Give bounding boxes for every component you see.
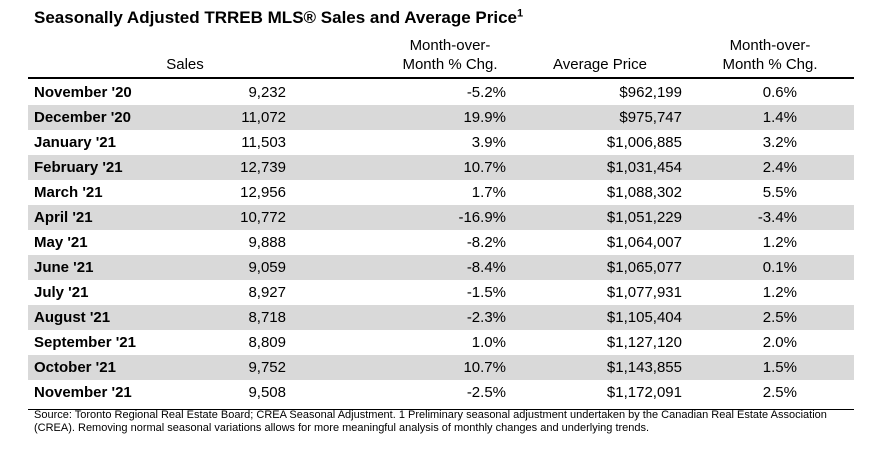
cell-sales-mom-change: -2.5%	[298, 380, 518, 405]
cell-price-mom-change: 2.4%	[688, 155, 854, 180]
cell-month: May '21	[28, 230, 208, 255]
cell-sales: 12,739	[208, 155, 298, 180]
cell-sales: 10,772	[208, 205, 298, 230]
header-price-mom-line1: Month-over-	[729, 37, 811, 54]
table-row: August '21 8,718 -2.3% $1,105,404 2.5%	[28, 305, 854, 330]
title-footnote-marker: 1	[517, 7, 524, 20]
table-row: June '21 9,059 -8.4% $1,065,077 0.1%	[28, 255, 854, 280]
cell-average-price: $1,088,302	[518, 180, 688, 205]
cell-month: October '21	[28, 355, 208, 380]
cell-price-mom-change: 0.1%	[688, 255, 854, 280]
cell-price-mom-change: 1.5%	[688, 355, 854, 380]
cell-sales-mom-change: 10.7%	[298, 355, 518, 380]
table-row: February '21 12,739 10.7% $1,031,454 2.4%	[28, 155, 854, 180]
cell-sales-mom-change: -8.2%	[298, 230, 518, 255]
cell-sales-mom-change: -16.9%	[298, 205, 518, 230]
cell-average-price: $1,006,885	[518, 130, 688, 155]
sales-price-table: November '20 9,232 -5.2% $962,199 0.6% Decemb…	[28, 80, 854, 405]
cell-sales: 9,508	[208, 380, 298, 405]
table-row: January '21 11,503 3.9% $1,006,885 3.2%	[28, 130, 854, 155]
cell-sales-mom-change: 19.9%	[298, 105, 518, 130]
cell-price-mom-change: 1.4%	[688, 105, 854, 130]
cell-month: June '21	[28, 255, 208, 280]
title-text: Seasonally Adjusted TRREB MLS® Sales and…	[34, 8, 518, 27]
cell-price-mom-change: 1.2%	[688, 280, 854, 305]
cell-sales-mom-change: 1.0%	[298, 330, 518, 355]
source-footnote: Source: Toronto Regional Real Estate Boa…	[34, 409, 827, 434]
cell-sales-mom-change: -5.2%	[298, 80, 518, 105]
cell-price-mom-change: 2.5%	[688, 305, 854, 330]
header-sales: Sales	[166, 56, 204, 73]
header-rule	[28, 77, 854, 79]
cell-average-price: $1,127,120	[518, 330, 688, 355]
table-row: July '21 8,927 -1.5% $1,077,931 1.2%	[28, 280, 854, 305]
cell-sales-mom-change: -2.3%	[298, 305, 518, 330]
table-title: Seasonally Adjusted TRREB MLS® Sales and…	[34, 8, 523, 28]
table-row: April '21 10,772 -16.9% $1,051,229 -3.4%	[28, 205, 854, 230]
cell-month: September '21	[28, 330, 208, 355]
cell-sales: 8,927	[208, 280, 298, 305]
table-body: November '20 9,232 -5.2% $962,199 0.6% Decemb…	[28, 80, 854, 405]
cell-price-mom-change: 2.0%	[688, 330, 854, 355]
cell-sales-mom-change: 1.7%	[298, 180, 518, 205]
table-row: November '20 9,232 -5.2% $962,199 0.6%	[28, 80, 854, 105]
cell-month: November '21	[28, 380, 208, 405]
cell-month: August '21	[28, 305, 208, 330]
cell-sales-mom-change: 3.9%	[298, 130, 518, 155]
cell-average-price: $1,065,077	[518, 255, 688, 280]
cell-sales: 8,809	[208, 330, 298, 355]
cell-average-price: $1,031,454	[518, 155, 688, 180]
cell-average-price: $1,105,404	[518, 305, 688, 330]
cell-price-mom-change: 5.5%	[688, 180, 854, 205]
cell-average-price: $1,172,091	[518, 380, 688, 405]
cell-average-price: $1,064,007	[518, 230, 688, 255]
header-sales-mom-line2: Month % Chg.	[402, 56, 498, 73]
cell-price-mom-change: 1.2%	[688, 230, 854, 255]
cell-month: February '21	[28, 155, 208, 180]
cell-month: March '21	[28, 180, 208, 205]
cell-average-price: $1,051,229	[518, 205, 688, 230]
table-row: December '20 11,072 19.9% $975,747 1.4%	[28, 105, 854, 130]
header-average-price: Average Price	[553, 56, 647, 73]
footer-rule	[28, 409, 854, 410]
cell-month: December '20	[28, 105, 208, 130]
cell-average-price: $975,747	[518, 105, 688, 130]
cell-sales: 9,059	[208, 255, 298, 280]
cell-sales-mom-change: -8.4%	[298, 255, 518, 280]
cell-sales: 9,752	[208, 355, 298, 380]
cell-price-mom-change: 0.6%	[688, 80, 854, 105]
cell-month: July '21	[28, 280, 208, 305]
table-row: March '21 12,956 1.7% $1,088,302 5.5%	[28, 180, 854, 205]
cell-month: January '21	[28, 130, 208, 155]
cell-average-price: $962,199	[518, 80, 688, 105]
cell-month: November '20	[28, 80, 208, 105]
cell-price-mom-change: 2.5%	[688, 380, 854, 405]
table-row: November '21 9,508 -2.5% $1,172,091 2.5%	[28, 380, 854, 405]
header-sales-mom-line1: Month-over-	[409, 37, 491, 54]
cell-sales: 11,072	[208, 105, 298, 130]
cell-price-mom-change: 3.2%	[688, 130, 854, 155]
cell-sales: 8,718	[208, 305, 298, 330]
cell-sales: 9,232	[208, 80, 298, 105]
table-row: October '21 9,752 10.7% $1,143,855 1.5%	[28, 355, 854, 380]
cell-sales-mom-change: -1.5%	[298, 280, 518, 305]
table-row: September '21 8,809 1.0% $1,127,120 2.0%	[28, 330, 854, 355]
cell-sales: 12,956	[208, 180, 298, 205]
cell-month: April '21	[28, 205, 208, 230]
header-price-mom-line2: Month % Chg.	[722, 56, 818, 73]
table-row: May '21 9,888 -8.2% $1,064,007 1.2%	[28, 230, 854, 255]
cell-price-mom-change: -3.4%	[688, 205, 854, 230]
cell-average-price: $1,143,855	[518, 355, 688, 380]
cell-average-price: $1,077,931	[518, 280, 688, 305]
cell-sales-mom-change: 10.7%	[298, 155, 518, 180]
cell-sales: 11,503	[208, 130, 298, 155]
cell-sales: 9,888	[208, 230, 298, 255]
